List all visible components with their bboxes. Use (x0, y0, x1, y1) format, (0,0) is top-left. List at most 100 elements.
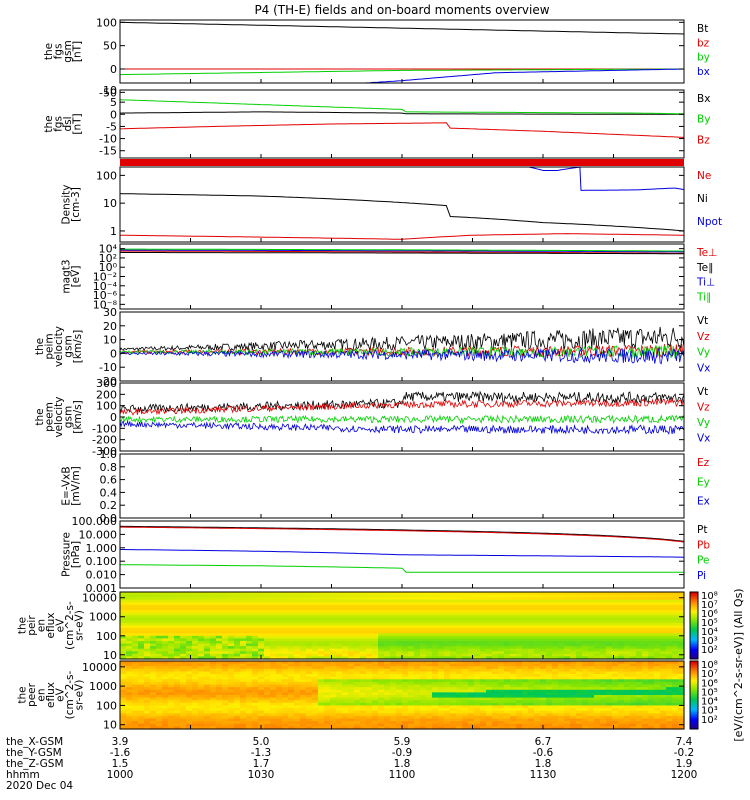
ytick-label: 10 (103, 84, 117, 97)
ephem-row-label: 2020 Dec 04 (6, 780, 73, 792)
legend-peem-vt: Vt (697, 386, 708, 398)
ytick-label: 100 (96, 169, 117, 182)
series-peim-vx (119, 347, 685, 365)
colorbar-label: [eV/(cm^2-s-sr-eV)] (All Qs) (732, 588, 745, 741)
ytick-label: 10⁴ (99, 243, 118, 256)
legend-magt3-te: Te∥ (696, 262, 713, 274)
legend-exb-ex: Ex (697, 496, 710, 508)
series-peem-vy (119, 414, 685, 425)
ephem-value: -0.9 (392, 747, 413, 759)
colorbar-tick: 10² (701, 715, 718, 726)
frame-exb (119, 453, 685, 519)
colorbar-tick: 10² (701, 645, 718, 656)
series-peem-vt (119, 390, 685, 414)
ytick-label: 300 (96, 377, 117, 390)
ytick-label: 0.2 (100, 499, 118, 512)
legend-density-ni: Ni (697, 193, 708, 205)
ytick-label: 5 (110, 96, 117, 109)
legend-exb-ez: Ez (697, 457, 710, 469)
frame-peem (119, 382, 685, 452)
data-gap-band (120, 159, 684, 166)
colorbar-tick: 10⁶ (701, 609, 718, 620)
legend-fgs-dsl-bx: Bx (697, 93, 710, 105)
ytick-label: 100.000 (72, 515, 118, 528)
frame-fgs-dsl (119, 89, 685, 159)
colorbar-tick: 10⁴ (701, 697, 718, 708)
ytick-label: 200 (96, 388, 117, 401)
legend-peem-vy: Vy (697, 417, 710, 429)
ephem-value: 1.5 (112, 758, 129, 770)
colorbar-tick: 10⁷ (701, 669, 718, 680)
ytick-label: 10⁻⁴ (93, 280, 118, 293)
ytick-label: 0 (110, 63, 117, 76)
ephem-value: 1030 (248, 769, 275, 781)
ylabel-peir-spec: thepeirenefluxeV(cm^2-s-sr-eV) (17, 601, 86, 650)
ytick-label: 10² (99, 252, 117, 265)
ylabel-peem: thepeemvelocitygsm[km/s] (34, 396, 84, 437)
colorbar-tick: 10⁴ (701, 627, 718, 638)
ephem-value: 1000 (107, 769, 134, 781)
legend-peem-vz: Vz (697, 402, 710, 414)
ephem-value: 5.0 (253, 736, 270, 748)
series-peim-vy (119, 344, 685, 359)
colorbar-tick: 10⁷ (701, 600, 718, 611)
ephem-value: 1200 (671, 769, 698, 781)
ytick-label: 100 (96, 16, 117, 29)
ephem-value: 1.7 (253, 758, 270, 770)
legend-pressure-pb: Pb (697, 539, 710, 551)
legend-magt3-te: Te⊥ (696, 247, 717, 259)
series-fgs-dsl-bz (119, 122, 685, 138)
ytick-label: 0.4 (100, 486, 118, 499)
legend-fgs-gsm-bz: bz (697, 37, 710, 49)
ytick-label: -20 (99, 375, 117, 388)
spectrogram-peer-spec (120, 661, 685, 730)
series-fgs-dsl-bx (119, 111, 684, 115)
ylabel-density: Density[cm-3] (60, 185, 82, 225)
series-density-ni (119, 193, 685, 232)
colorbar: 10⁸10⁷10⁶10⁵10⁴10³10²10⁸10⁷10⁶10⁵10⁴10³1… (689, 588, 745, 742)
ephem-row-label: the_Z-GSM (6, 758, 64, 770)
series-pressure-pb (120, 526, 685, 543)
ytick-label: 20 (103, 320, 117, 333)
ytick-label: -5 (106, 120, 117, 133)
legend-fgs-dsl-bz: Bz (697, 134, 710, 146)
ytick-label: 1 (110, 225, 117, 238)
ytick-label: 50 (103, 40, 117, 53)
ytick-label: -15 (99, 145, 117, 158)
ytick-label: 10 (103, 197, 117, 210)
ytick-label: 10 (103, 719, 117, 732)
series-peim-vz (119, 343, 685, 359)
ephem-value: 5.9 (394, 736, 411, 748)
ephem-row-label: hhmm (6, 769, 40, 781)
panel-fgs-gsm: 100 50 0 -50 thefgsgsm[nT] Bt bz by bx (43, 16, 710, 99)
legend-fgs-gsm-bx: bx (697, 66, 710, 78)
ytick-label: 0 (110, 108, 117, 121)
legend-fgs-gsm-bt: Bt (697, 23, 708, 35)
series-density-npot (528, 166, 685, 191)
panel-exb: 1.00.80.60.40.20.0 E=-VxB[mV/m] Ez Ey Ex (60, 448, 710, 525)
ytick-label: 0 (110, 411, 117, 424)
ylabel-fgs-gsm: thefgsgsm[nT] (43, 40, 84, 62)
ytick-label: 100 (96, 400, 117, 413)
ytick-label: -300 (92, 445, 117, 458)
ytick-label: -10 (99, 361, 117, 374)
ytick-label: -10 (99, 133, 117, 146)
ephem-value: -0.2 (674, 747, 695, 759)
ephem-row-label: the_X-GSM (6, 736, 63, 748)
ylabel-peer-spec: thepeerenefluxeV(cm^2-s-sr-eV) (17, 670, 86, 719)
colorbar-tick: 10³ (701, 636, 718, 647)
ytick-label: 100 (96, 630, 117, 643)
colorbar-tick: 10⁸ (701, 660, 718, 671)
legend-density-npot: Npot (697, 216, 722, 228)
ylabel-peim: thepeimvelocitygsm[km/s] (34, 326, 84, 367)
legend-fgs-dsl-by: By (697, 114, 710, 126)
ylabel-fgs-dsl: thefgsdsl[nT] (43, 113, 84, 134)
colorbar-tick: 10⁵ (701, 618, 718, 629)
legend-peim-vx: Vx (697, 362, 710, 374)
legend-fgs-gsm-by: by (697, 52, 710, 64)
legend-density-ne: Ne (697, 170, 711, 182)
